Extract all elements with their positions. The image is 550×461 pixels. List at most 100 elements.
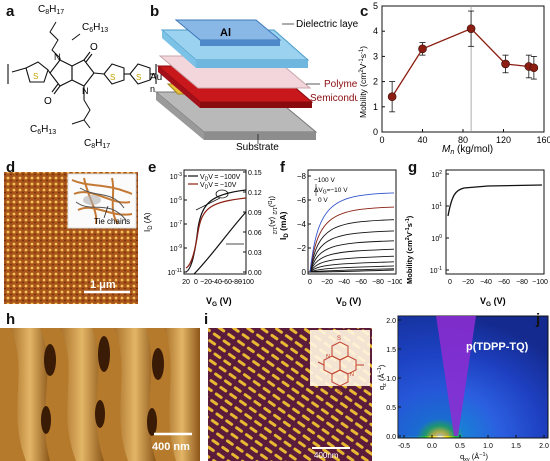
c-ytick-label: 0 bbox=[373, 127, 378, 137]
e-rtick-label: 0.06 bbox=[248, 230, 262, 237]
f-xtick-label: −40 bbox=[338, 279, 350, 286]
j-xtick-label: 1.0 bbox=[483, 443, 493, 450]
panel-label-h: h bbox=[6, 311, 16, 328]
chart-c-ylabel: Mobility (cm2V-1s-1) bbox=[358, 46, 368, 118]
g-ytick-label: 102 bbox=[431, 170, 442, 179]
g-ylabel: Mobility (cm2V-1s-1) bbox=[405, 215, 414, 284]
f-output-curve bbox=[309, 240, 395, 273]
j-xtick-label: 2.0 bbox=[539, 443, 549, 450]
e-ltick-label: 10-3 bbox=[170, 172, 182, 181]
f-output-curve bbox=[309, 230, 395, 273]
f-ytick-label: −4 bbox=[297, 220, 307, 229]
atom-s2: S bbox=[110, 73, 115, 82]
f-ann-top: −100 V bbox=[314, 177, 335, 184]
c-xtick-label: 0 bbox=[379, 135, 384, 145]
afm-image-d: Tie chains 1 μm bbox=[4, 172, 138, 304]
panel-label-f: f bbox=[280, 159, 285, 176]
g-xtick-label: −40 bbox=[480, 279, 492, 286]
c-point bbox=[466, 24, 476, 33]
c-xtick-label: 40 bbox=[417, 135, 427, 145]
j-ytick-label: 2.0 bbox=[386, 318, 396, 325]
g-xtick-label: −60 bbox=[498, 279, 510, 286]
f-output-curve bbox=[309, 255, 395, 273]
repeat-n: n bbox=[150, 84, 155, 94]
c-point bbox=[418, 44, 427, 54]
c-ytick-label: 1 bbox=[373, 102, 378, 112]
e-rtick-label: 0.12 bbox=[248, 190, 262, 197]
panel-label-j: j bbox=[536, 311, 541, 328]
molecule-n2: N bbox=[350, 372, 354, 378]
panel-e: e 10-3 10-5 10-7 10-9 10-11 0.15 0.12 0.09 0.06… bbox=[140, 158, 278, 306]
e-xtick-label: 20 bbox=[182, 279, 190, 286]
label-al: Al bbox=[220, 27, 231, 39]
e-ltick-label: 10-9 bbox=[170, 244, 182, 253]
f-xlabel: VD (V) bbox=[336, 296, 361, 306]
atom-n-top: N bbox=[54, 52, 61, 62]
panel-f: f 0 −2 −4 −6 −8 0 −20 −40 −60 −80 −100 −100 V ΔVG… bbox=[278, 158, 402, 306]
curve-sqrt bbox=[193, 211, 247, 275]
panel-label-c: c bbox=[360, 3, 369, 20]
e-xtick-label: 0 bbox=[194, 279, 198, 286]
e-xtick-label: −40 bbox=[210, 279, 222, 286]
atom-n-bot: N bbox=[82, 86, 89, 96]
g-ytick-label: 100 bbox=[431, 234, 442, 243]
device-stack-diagram: Al Au Dielectric layer Polymer Semicondu… bbox=[150, 19, 358, 153]
e-rtick-label: 0.15 bbox=[248, 170, 262, 177]
e-ltick-label: 10-7 bbox=[170, 220, 182, 229]
c-ytick-label: 3 bbox=[373, 51, 378, 61]
c-point bbox=[529, 63, 539, 73]
panel-d: d Tie chains 1 μm bbox=[0, 158, 140, 306]
f-ytick-label: −2 bbox=[297, 244, 307, 253]
panel-label-g: g bbox=[408, 159, 418, 176]
panel-label-i: i bbox=[204, 311, 209, 328]
label-au: Au bbox=[150, 72, 162, 83]
panel-b: b Al Au Dielectric layer Polymer Semicon… bbox=[148, 0, 358, 155]
label-dielectric: Dielectric layer bbox=[296, 19, 358, 30]
f-ann-mid: ΔVG=−10 V bbox=[314, 187, 348, 196]
f-output-curve bbox=[309, 261, 395, 273]
atom-s1: S bbox=[33, 72, 38, 81]
j-ytick-label: 0.5 bbox=[386, 405, 396, 412]
afm-image-i: S S N N 400nm bbox=[208, 328, 372, 461]
f-output-curve bbox=[309, 265, 395, 273]
f-xtick-label: −80 bbox=[372, 279, 384, 286]
tie-chains-label: Tie chains bbox=[94, 217, 130, 226]
e-xtick-label: −80 bbox=[230, 279, 242, 286]
panel-a: a C8H17 C6H13 O O N N bbox=[0, 0, 160, 155]
molecule-s-bot: S bbox=[337, 390, 341, 396]
e-xtick-label: −60 bbox=[220, 279, 232, 286]
c-ytick-label: 2 bbox=[373, 77, 378, 87]
j-xtick-label: 0.5 bbox=[455, 443, 465, 450]
g-xtick-label: −20 bbox=[462, 279, 474, 286]
j-ytick-label: 1.5 bbox=[386, 347, 396, 354]
curve-vd-10-log bbox=[185, 197, 247, 269]
g-xtick-label: −100 bbox=[532, 279, 548, 286]
j-ytick-label: 1.0 bbox=[386, 376, 396, 383]
f-ytick-label: −6 bbox=[297, 196, 307, 205]
c-ytick-label: 4 bbox=[373, 26, 378, 36]
j-xtick-label: 1.5 bbox=[511, 443, 521, 450]
legend-vd-10: VDV = −10V bbox=[200, 182, 237, 191]
c-xtick-label: 80 bbox=[458, 135, 468, 145]
label-polymer: Polymer bbox=[324, 79, 358, 90]
chart-c-xlabel: Mn (kg/mol) bbox=[442, 144, 493, 155]
c-series-line bbox=[391, 27, 535, 98]
molecule-n1: N bbox=[326, 354, 330, 360]
legend-vd-100: VDV = −100V bbox=[200, 174, 241, 183]
panel-label-a: a bbox=[6, 3, 15, 20]
g-ytick-label: 101 bbox=[431, 202, 442, 211]
j-xlabel: qxy (Å−1) bbox=[460, 452, 489, 461]
e-ltick-label: 10-11 bbox=[167, 268, 182, 277]
label-substrate: Substrate bbox=[236, 142, 279, 153]
j-title: p(TDPP-TQ) bbox=[466, 341, 529, 353]
chemical-structure-tdpp: C8H17 C6H13 O O N N bbox=[7, 4, 157, 150]
g-ytick-label: 10-1 bbox=[430, 266, 442, 275]
c-xtick-label: 120 bbox=[496, 135, 511, 145]
f-xtick-label: 0 bbox=[308, 279, 312, 286]
c-point bbox=[501, 59, 510, 69]
f-output-curve bbox=[309, 268, 395, 273]
panel-label-b: b bbox=[150, 3, 160, 20]
panel-label-d: d bbox=[6, 159, 16, 176]
atom-s3: S bbox=[136, 73, 141, 82]
